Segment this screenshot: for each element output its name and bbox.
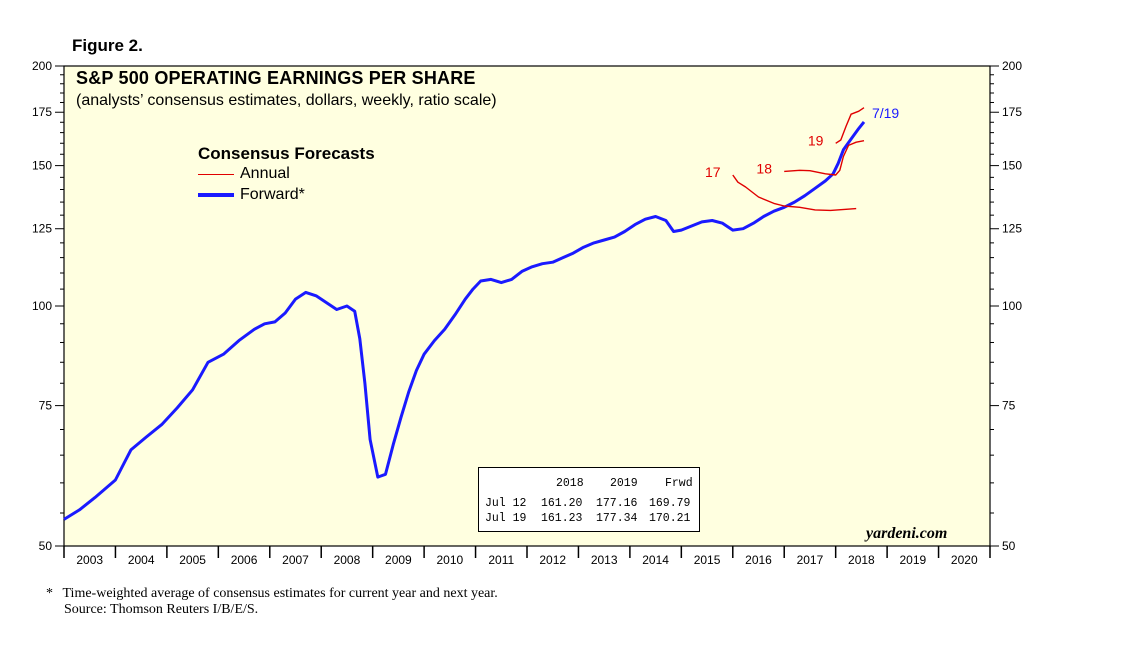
brand-watermark: yardeni.com <box>866 525 948 542</box>
legend-entry-annual: Annual <box>198 165 290 183</box>
table-row2-frwd: 170.21 <box>649 512 691 525</box>
table-row2-date: Jul 19 <box>485 512 527 525</box>
series-line-forward <box>63 120 866 521</box>
legend-swatch-forward <box>198 193 234 197</box>
x-tick-label: 2004 <box>128 553 155 567</box>
x-tick-label: 2006 <box>231 553 258 567</box>
legend-label-forward: Forward* <box>240 186 305 203</box>
series-line-19 <box>835 107 865 144</box>
series-line-17 <box>732 174 857 212</box>
table-header-2018: 2018 <box>556 477 584 490</box>
table-row2-2018: 161.23 <box>541 512 583 525</box>
source-note: Source: Thomson Reuters I/B/E/S. <box>64 602 259 617</box>
x-tick-label: 2011 <box>488 553 514 567</box>
x-tick-label: 2016 <box>745 553 772 567</box>
table-row1-frwd: 169.79 <box>649 497 691 510</box>
x-tick-label: 2008 <box>334 553 361 567</box>
y-tick-label-left: 125 <box>32 222 52 236</box>
table-row1-2019: 177.16 <box>596 497 638 510</box>
forward-end-label: 7/19 <box>872 105 899 121</box>
y-tick-label-left: 50 <box>39 539 53 553</box>
footnote-text: Time-weighted average of consensus estim… <box>62 586 498 601</box>
y-tick-label-right: 125 <box>1002 222 1022 236</box>
table-row1-date: Jul 12 <box>485 497 527 510</box>
series-label-18: 18 <box>756 160 772 176</box>
series-label-17: 17 <box>705 164 721 180</box>
y-tick-label-right: 50 <box>1002 539 1016 553</box>
table-header-frwd: Frwd <box>665 477 693 490</box>
y-tick-label-left: 75 <box>39 399 53 413</box>
x-tick-label: 2020 <box>951 553 978 567</box>
x-tick-label: 2007 <box>282 553 309 567</box>
y-tick-label-left: 200 <box>32 59 52 73</box>
estimates-table: 2018 2019 Frwd Jul 12 161.20 177.16 169.… <box>478 467 700 532</box>
legend-label-annual: Annual <box>240 165 290 182</box>
x-tick-label: 2015 <box>694 553 721 567</box>
figure-label: Figure 2. <box>72 36 143 55</box>
x-tick-label: 2018 <box>848 553 875 567</box>
series-line-18 <box>784 140 865 176</box>
series-label-19: 19 <box>808 132 824 148</box>
x-tick-label: 2010 <box>436 553 463 567</box>
y-tick-label-right: 200 <box>1002 59 1022 73</box>
chart-title: S&P 500 OPERATING EARNINGS PER SHARE <box>76 68 476 88</box>
x-tick-label: 2005 <box>179 553 206 567</box>
legend-swatch-annual <box>198 173 234 175</box>
y-tick-label-left: 100 <box>32 299 52 313</box>
chart-subtitle: (analysts’ consensus estimates, dollars,… <box>76 92 497 109</box>
footnote-mark: * <box>46 586 53 601</box>
table-row1-2018: 161.20 <box>541 497 583 510</box>
x-tick-label: 2019 <box>899 553 926 567</box>
plot-area <box>63 65 991 547</box>
y-tick-label-right: 175 <box>1002 105 1022 119</box>
x-tick-label: 2003 <box>76 553 103 567</box>
x-tick-label: 2013 <box>591 553 618 567</box>
y-tick-label-right: 100 <box>1002 299 1022 313</box>
y-tick-label-left: 175 <box>32 105 52 119</box>
x-tick-label: 2012 <box>539 553 566 567</box>
table-header-2019: 2019 <box>610 477 638 490</box>
table-row2-2019: 177.34 <box>596 512 638 525</box>
x-tick-label: 2017 <box>797 553 824 567</box>
y-tick-label-right: 75 <box>1002 399 1016 413</box>
y-tick-label-right: 150 <box>1002 159 1022 173</box>
legend-entry-forward: Forward* <box>198 186 305 204</box>
footnote: * Time-weighted average of consensus est… <box>46 586 498 602</box>
x-tick-label: 2009 <box>385 553 412 567</box>
legend-title: Consensus Forecasts <box>198 144 375 163</box>
y-tick-label-left: 150 <box>32 159 52 173</box>
x-tick-label: 2014 <box>642 553 669 567</box>
